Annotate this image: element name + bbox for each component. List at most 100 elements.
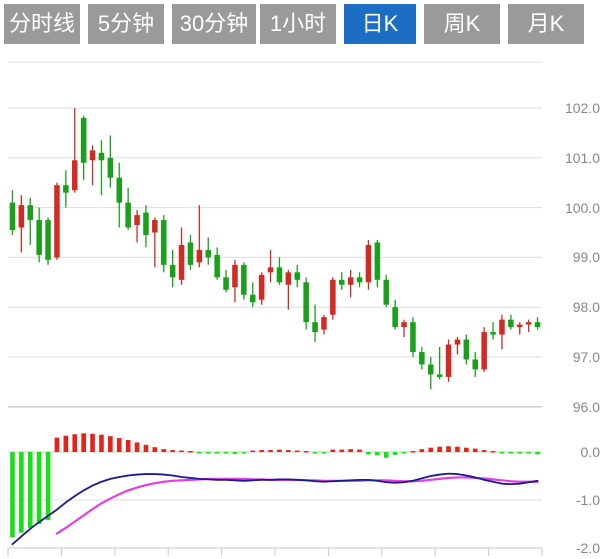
candle (71, 108, 78, 193)
candle (410, 317, 416, 357)
macd-bar (45, 452, 51, 521)
macd-bar (330, 449, 336, 452)
candle (249, 282, 256, 308)
tab-3[interactable]: 1小时 (260, 4, 336, 44)
macd-bar (410, 451, 416, 453)
macd-bar (268, 450, 273, 452)
macd-bar (286, 450, 291, 452)
candle-body (258, 274, 265, 300)
candle (214, 247, 220, 280)
candle (490, 322, 496, 340)
macd-bar (481, 450, 487, 452)
macd-bar (36, 452, 42, 524)
candle-body (338, 279, 345, 285)
macd-bar (214, 452, 220, 454)
macd-bar (259, 450, 264, 452)
macd-bar (437, 446, 442, 452)
macd-bar (10, 452, 15, 538)
candle-body (516, 324, 523, 328)
candle-body (525, 322, 532, 325)
candle-body (508, 319, 514, 328)
candle (258, 272, 265, 305)
macd-bar (223, 452, 229, 454)
candle-body (374, 242, 381, 280)
candle (312, 304, 318, 343)
macd-bar (143, 444, 149, 452)
candle (472, 352, 479, 377)
price-axis-label: 102.0 (564, 100, 600, 116)
candle (525, 319, 532, 333)
tab-1[interactable]: 5分钟 (88, 4, 164, 44)
macd-bar (277, 449, 282, 452)
candle (125, 187, 131, 231)
candle-body (116, 177, 123, 203)
candle-body (98, 152, 105, 161)
tab-4[interactable]: 日K (344, 4, 416, 44)
macd-bar (108, 436, 113, 452)
macd-bar (205, 452, 211, 454)
candle (107, 135, 114, 188)
candle-body (36, 220, 42, 255)
macd-bar (499, 452, 505, 454)
candle-body (392, 307, 398, 328)
macd-bar (125, 440, 131, 452)
price-axis-label: 101.0 (564, 149, 600, 166)
macd-bar (419, 449, 425, 452)
candle-body (232, 264, 238, 288)
candle-body (54, 185, 60, 258)
candle (276, 257, 283, 285)
candle-body (490, 332, 496, 335)
candle-body (18, 205, 25, 228)
candle-body (267, 267, 274, 273)
candle (436, 347, 443, 380)
macd-bar (99, 434, 104, 452)
tab-6[interactable]: 月K (508, 4, 584, 44)
tab-0[interactable]: 分时线 (4, 4, 80, 44)
candle (223, 269, 229, 293)
candle (534, 317, 541, 330)
candle (294, 264, 301, 288)
candle (80, 115, 87, 181)
candle (169, 249, 176, 288)
tab-label: 周K (443, 11, 481, 36)
macd-axis-label: -2.0 (575, 540, 600, 556)
tab-label: 30分钟 (179, 11, 249, 36)
candle (134, 210, 140, 243)
macd-bar (197, 452, 202, 454)
macd-bar (339, 449, 345, 452)
tab-5[interactable]: 周K (424, 4, 500, 44)
candle-body (205, 249, 212, 258)
candle (9, 190, 16, 235)
candle-body (134, 215, 140, 226)
macd-bar (357, 449, 362, 452)
candle-body (383, 279, 390, 305)
macd-line (11, 472, 539, 546)
candle (27, 197, 34, 245)
macd-bar (401, 452, 407, 454)
macd-bar (90, 433, 95, 452)
macd-bar (535, 452, 540, 455)
candle-body (196, 249, 203, 263)
candle-body (454, 339, 461, 345)
candle-body (365, 244, 372, 283)
candle-body (303, 282, 309, 323)
price-axis-label: 100.0 (564, 199, 600, 216)
macd-bar (27, 452, 33, 528)
candle (508, 314, 514, 330)
macd-bar (63, 435, 69, 452)
candle-body (294, 272, 301, 280)
candle-body (143, 212, 149, 235)
candle-body (71, 160, 78, 191)
macd-bar (517, 452, 523, 454)
candle-body (80, 117, 87, 163)
period-tab-bar: 分时线 5分钟 30分钟 1小时 日K 周K 月K (0, 0, 604, 63)
candlestick-and-macd-canvas[interactable] (0, 48, 604, 559)
candle (36, 207, 42, 263)
macd-bar (464, 447, 469, 452)
macd-bar (366, 452, 371, 455)
candle-body (187, 242, 194, 265)
macd-bar (188, 451, 193, 453)
candle (116, 162, 123, 228)
tab-2[interactable]: 30分钟 (172, 4, 256, 44)
